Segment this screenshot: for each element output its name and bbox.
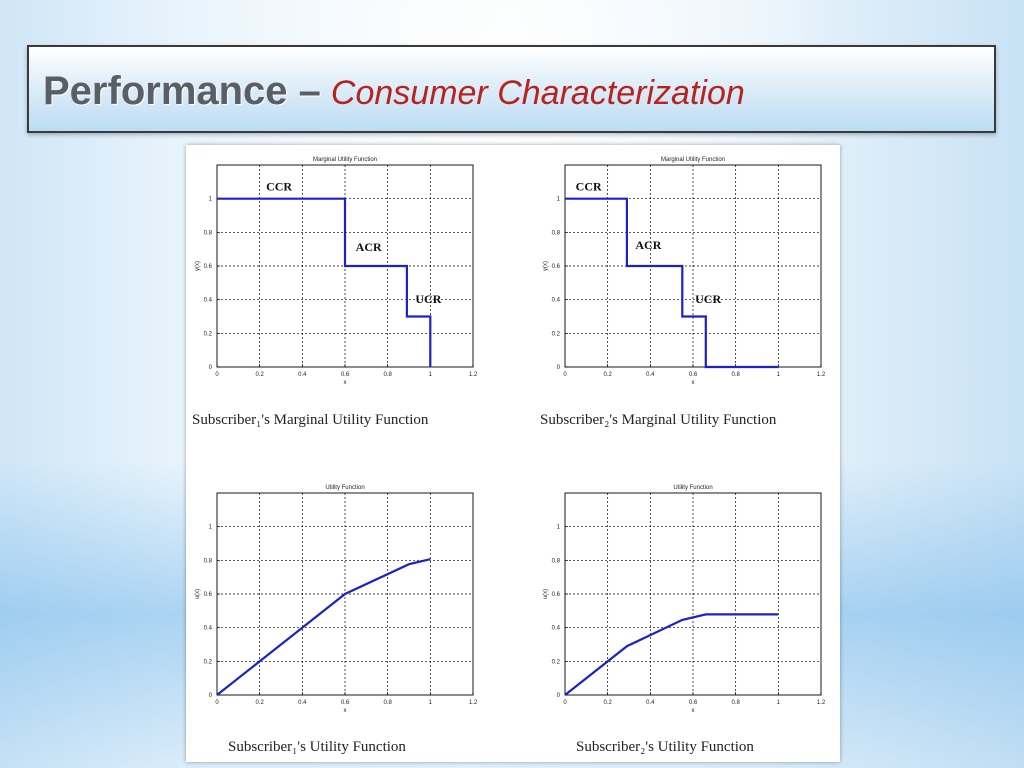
chart-2-annotation-acr: ACR: [635, 238, 661, 252]
chart-3-x-tick-label: 0.4: [298, 700, 307, 706]
chart-2-x-tick-label: 1.2: [817, 372, 826, 378]
chart-4-y-tick-label: 0.6: [552, 592, 561, 598]
caption-1: Subscriber₁'s Marginal Utility Function: [192, 412, 429, 428]
slide-title-sub: Consumer Characterization: [330, 74, 745, 112]
chart-4-y-tick-label: 0.2: [552, 659, 561, 665]
chart-1-y-tick-label: 0.2: [204, 331, 213, 337]
chart-2-x-tick-label: 0.8: [731, 372, 740, 378]
charts-figure: 0 0.2 0.4 0.6 0.8 1 1.2 0 0.2 0.4 0.6 0.8 1 Marginal …: [195, 157, 826, 714]
chart-2-y-axis-label: y(x): [543, 261, 549, 271]
chart-4-title: Utility Function: [673, 485, 712, 491]
chart-1-x-tick-label: 1: [429, 372, 433, 378]
chart-4-x-tick-label: 0.8: [731, 700, 740, 706]
chart-2-x-tick-label: 1: [777, 372, 781, 378]
slide-title-main: Performance –: [43, 69, 321, 113]
chart-3-x-axis-label: x: [344, 708, 347, 714]
chart-3-y-tick-label: 0.2: [204, 659, 213, 665]
chart-3-x-tick-label: 0.8: [383, 700, 392, 706]
chart-2-series-line: [565, 197, 779, 369]
chart-1-x-tick-label: 0.4: [298, 372, 307, 378]
chart-3-y-tick-label: 1: [209, 525, 213, 531]
chart-2-y-tick-label: 0.6: [552, 264, 561, 270]
chart-2-x-tick-label: 0: [563, 372, 567, 378]
chart-4-x-axis-label: x: [692, 708, 695, 714]
chart-4-series-line: [564, 613, 779, 696]
chart-1-y-tick-label: 0.8: [204, 230, 213, 236]
chart-4-y-tick-label: 0.8: [552, 558, 561, 564]
slide-title: Performance – Consumer Characterization: [43, 69, 745, 114]
chart-4-x-tick-label: 0.4: [646, 700, 655, 706]
title-banner: Performance – Consumer Characterization: [27, 45, 996, 133]
chart-2-y-tick-label: 0.8: [552, 230, 561, 236]
chart-4-x-tick-label: 0.2: [603, 700, 612, 706]
chart-3-title: Utility Function: [325, 485, 364, 491]
chart-4-y-tick-label: 0.4: [552, 626, 561, 632]
chart-4-x-tick-label: 1.2: [817, 700, 826, 706]
chart-3-y-tick-label: 0.6: [204, 592, 213, 598]
chart-3-x-tick-label: 0.2: [255, 700, 264, 706]
chart-1-annotation-acr: ACR: [356, 240, 382, 254]
chart-1-y-tick-label: 1: [209, 197, 213, 203]
caption-2: Subscriber₂'s Marginal Utility Function: [540, 412, 777, 428]
chart-2-y-tick-label: 0.4: [552, 298, 561, 304]
chart-1-x-tick-label: 1.2: [469, 372, 478, 378]
chart-3-x-tick-label: 1: [429, 700, 433, 706]
chart-3-y-tick-label: 0.8: [204, 558, 213, 564]
chart-1-annotation-ucr: UCR: [415, 292, 441, 306]
chart-3-y-tick-label: 0.4: [204, 626, 213, 632]
chart-3-x-tick-label: 1.2: [469, 700, 478, 706]
chart-4-y-tick-label: 1: [557, 525, 561, 531]
chart-4-x-tick-label: 0: [563, 700, 567, 706]
chart-2-annotation-ucr: UCR: [695, 292, 721, 306]
caption-3: Subscriber₁'s Utility Function: [228, 739, 406, 755]
chart-1-series-line: [217, 197, 432, 367]
chart-1-annotation-ccr: CCR: [266, 179, 292, 193]
chart-2-title: Marginal Utility Function: [661, 157, 725, 163]
chart-2-x-axis-label: x: [692, 380, 695, 386]
chart-2-x-tick-label: 0.6: [689, 372, 698, 378]
chart-3-x-tick-label: 0: [215, 700, 219, 706]
chart-4-x-tick-label: 1: [777, 700, 781, 706]
chart-1-x-tick-label: 0.8: [383, 372, 392, 378]
chart-1-x-tick-label: 0.6: [341, 372, 350, 378]
chart-3-y-tick-label: 0: [209, 693, 213, 699]
chart-3-series-line: [216, 558, 431, 696]
chart-1-y-tick-label: 0.6: [204, 264, 213, 270]
figure-panel: 0 0.2 0.4 0.6 0.8 1 1.2 0 0.2 0.4 0.6 0.8 1 Marginal …: [186, 145, 840, 762]
chart-1-y-axis-label: y(x): [195, 261, 201, 271]
chart-1-y-tick-label: 0: [209, 365, 213, 371]
caption-4: Subscriber₂'s Utility Function: [576, 739, 754, 755]
chart-2-y-tick-label: 1: [557, 197, 561, 203]
chart-4-y-tick-label: 0: [557, 693, 561, 699]
chart-1-y-tick-label: 0.4: [204, 298, 213, 304]
chart-1-x-tick-label: 0: [215, 372, 219, 378]
chart-3-y-axis-label: u(x): [195, 589, 201, 599]
chart-1-x-tick-label: 0.2: [255, 372, 264, 378]
chart-2-x-tick-label: 0.4: [646, 372, 655, 378]
chart-2-annotation-ccr: CCR: [576, 179, 602, 193]
chart-1-x-axis-label: x: [344, 380, 347, 386]
chart-2-y-tick-label: 0: [557, 365, 561, 371]
chart-2-x-tick-label: 0.2: [603, 372, 612, 378]
chart-2-y-tick-label: 0.2: [552, 331, 561, 337]
chart-1-title: Marginal Utility Function: [313, 157, 377, 163]
chart-4-y-axis-label: u(x): [543, 589, 549, 599]
chart-4-x-tick-label: 0.6: [689, 700, 698, 706]
chart-3-x-tick-label: 0.6: [341, 700, 350, 706]
